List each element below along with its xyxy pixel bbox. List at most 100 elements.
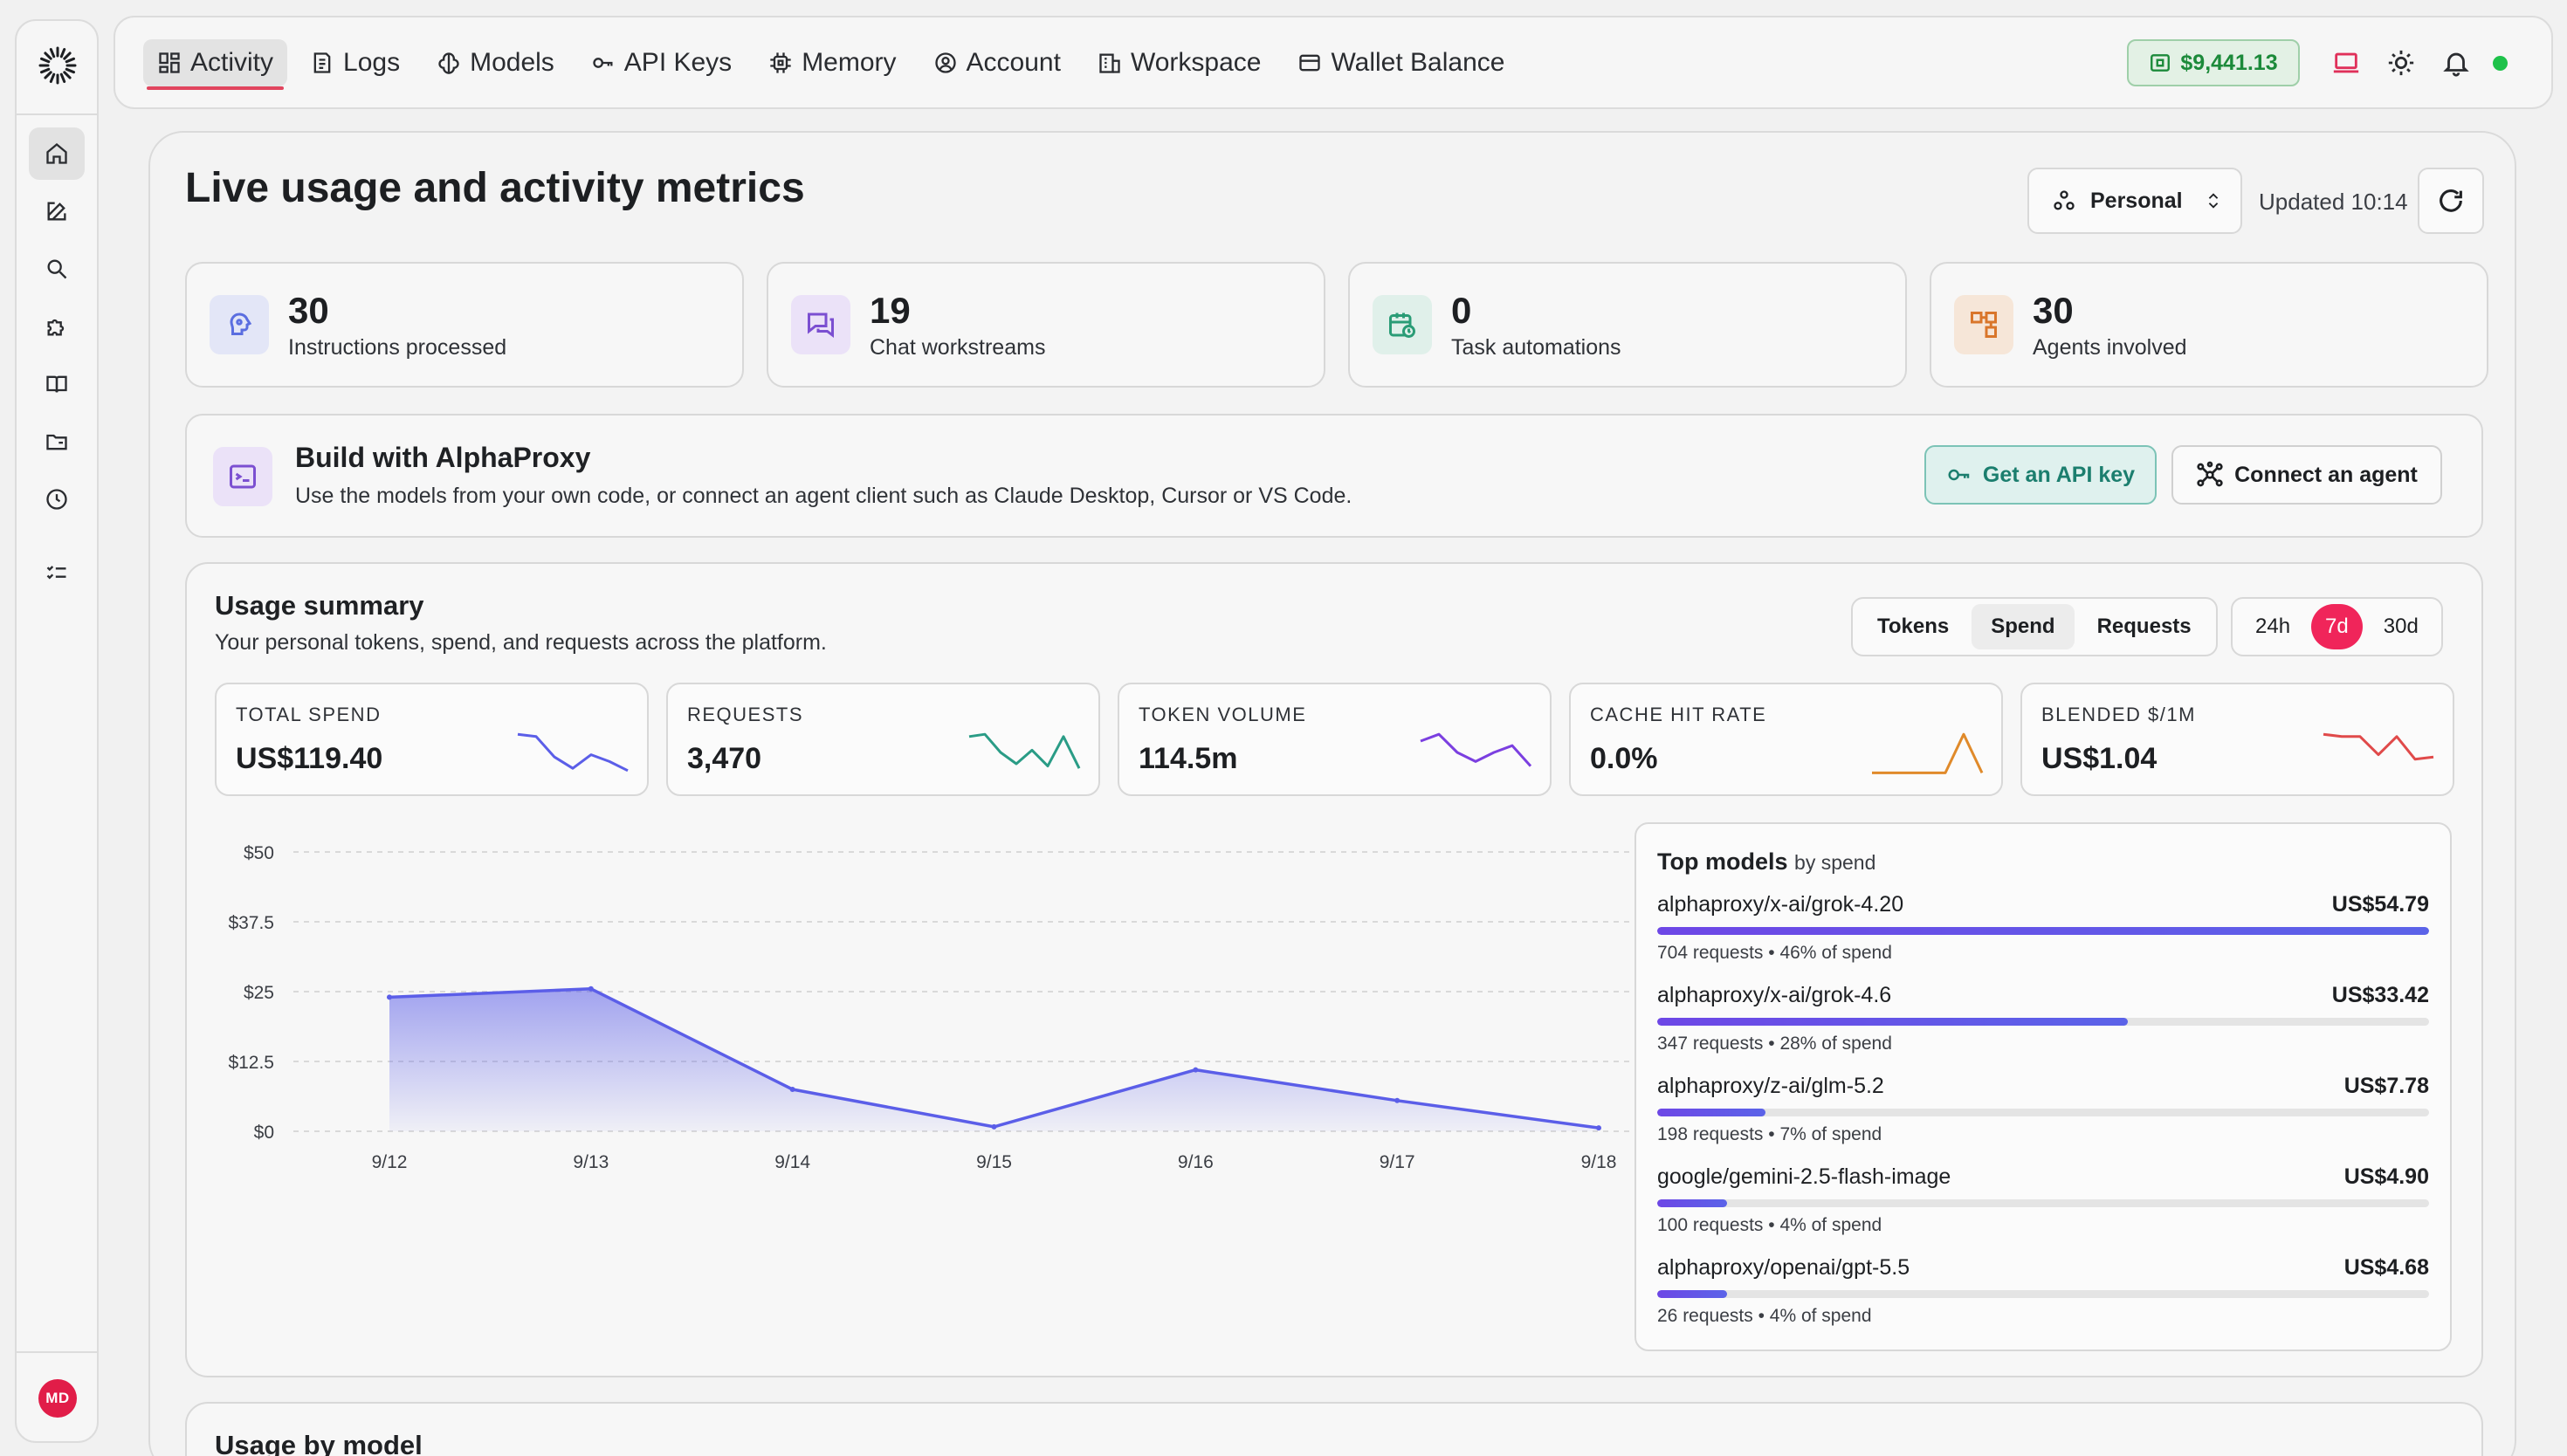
sidebar-item-files[interactable] <box>29 416 85 468</box>
sidebar-item-home[interactable] <box>29 127 85 180</box>
x-tick-label: 9/16 <box>1178 1152 1214 1172</box>
data-point[interactable] <box>588 986 594 992</box>
top-model-row[interactable]: alphaproxy/x-ai/grok-4.6 US$33.42 347 re… <box>1657 983 2429 1074</box>
range-tab-24h[interactable]: 24h <box>2255 615 2291 638</box>
data-point[interactable] <box>1193 1067 1199 1073</box>
logs-icon <box>313 52 331 73</box>
tab-workspace[interactable]: Workspace <box>1084 39 1276 86</box>
checklist-icon <box>46 566 66 580</box>
tab-account[interactable]: Account <box>919 39 1075 86</box>
nav-tabs: Activity Logs Models API Keys Memory Acc… <box>143 39 1518 90</box>
metric-tab-tokens[interactable]: Tokens <box>1877 615 1950 638</box>
tab-logs[interactable]: Logs <box>296 39 414 86</box>
range-toggle: 24h 7d 30d <box>2231 597 2443 656</box>
model-share-fill <box>1657 1290 1727 1298</box>
brain-icon <box>210 295 269 354</box>
folder-icon <box>46 434 67 450</box>
top-model-row[interactable]: alphaproxy/x-ai/grok-4.20 US$54.79 704 r… <box>1657 892 2429 983</box>
y-tick-label: $50 <box>244 843 274 863</box>
wallet-balance-button[interactable]: $9,441.13 <box>2127 39 2300 86</box>
tab-models[interactable]: Models <box>423 39 568 86</box>
wallet-icon <box>2151 54 2171 72</box>
kpi-blended-cost: BLENDED $/1M US$1.04 <box>2020 683 2454 796</box>
metric-tab-requests[interactable]: Requests <box>2096 615 2192 638</box>
top-model-row[interactable]: alphaproxy/openai/gpt-5.5 US$4.68 26 req… <box>1657 1255 2429 1346</box>
sidebar-item-edit[interactable] <box>29 185 85 237</box>
sidebar-item-integrations[interactable] <box>29 300 85 353</box>
top-models-title: Top models <box>1657 848 1788 875</box>
metric-tab-spend[interactable]: Spend <box>1972 604 2075 649</box>
model-name: alphaproxy/openai/gpt-5.5 <box>1657 1255 1910 1280</box>
build-description: Use the models from your own code, or co… <box>295 484 1352 508</box>
home-icon <box>46 142 67 164</box>
sidebar-item-tasks[interactable] <box>29 546 85 599</box>
device-button[interactable] <box>2331 48 2361 78</box>
stat-label: Chat workstreams <box>870 335 1046 360</box>
usage-by-model-card: Usage by model <box>185 1402 2483 1456</box>
model-share-fill <box>1657 927 2429 935</box>
key-icon <box>1948 469 1970 481</box>
model-amount: US$4.90 <box>2343 1164 2429 1189</box>
model-meta: 704 requests • 46% of spend <box>1657 943 1892 963</box>
sidebar-item-history[interactable] <box>29 473 85 525</box>
top-model-row[interactable]: alphaproxy/z-ai/glm-5.2 US$7.78 198 requ… <box>1657 1074 2429 1164</box>
tab-memory[interactable]: Memory <box>754 39 910 86</box>
puzzle-icon <box>47 319 65 336</box>
x-tick-label: 9/13 <box>573 1152 609 1172</box>
stat-card-chats: 19 Chat workstreams <box>767 262 1325 388</box>
range-tab-7d[interactable]: 7d <box>2311 604 2363 649</box>
data-point[interactable] <box>1596 1125 1601 1131</box>
avatar[interactable]: MD <box>38 1379 77 1418</box>
kpi-label: TOKEN VOLUME <box>1139 704 1307 725</box>
top-models-heading: Top models by spend <box>1657 848 1875 876</box>
sidebar-divider <box>17 1351 97 1353</box>
data-point[interactable] <box>789 1087 795 1092</box>
kpi-label: BLENDED $/1M <box>2041 704 2196 725</box>
tab-activity[interactable]: Activity <box>143 39 288 90</box>
x-tick-label: 9/17 <box>1380 1152 1415 1172</box>
model-share-bar <box>1657 1018 2429 1026</box>
tab-label: API Keys <box>623 48 733 77</box>
usage-by-model-title: Usage by model <box>215 1430 423 1456</box>
refresh-button[interactable] <box>2418 168 2484 234</box>
x-tick-label: 9/14 <box>774 1152 810 1172</box>
network-icon <box>2197 461 2223 487</box>
sparkline <box>1872 732 1984 774</box>
notifications-button[interactable] <box>2441 48 2471 78</box>
model-share-fill <box>1657 1018 2129 1026</box>
tab-api-keys[interactable]: API Keys <box>577 39 746 86</box>
stat-label: Instructions processed <box>288 335 507 360</box>
terminal-icon <box>213 447 272 506</box>
y-tick-label: $25 <box>244 983 274 1003</box>
theme-toggle[interactable] <box>2386 48 2416 78</box>
wallet-amount: $9,441.13 <box>2180 50 2278 75</box>
scope-select[interactable]: Personal <box>2027 168 2242 234</box>
data-point[interactable] <box>387 994 392 1000</box>
kpi-label: TOTAL SPEND <box>236 704 382 725</box>
key-icon <box>593 58 613 68</box>
range-tab-30d[interactable]: 30d <box>2383 615 2419 638</box>
kpi-total-spend: TOTAL SPEND US$119.40 <box>215 683 649 796</box>
stat-card-automations: 0 Task automations <box>1348 262 1907 388</box>
sidebar-item-search[interactable] <box>29 243 85 295</box>
scope-value: Personal <box>2090 188 2183 213</box>
kpi-value: US$119.40 <box>236 742 383 775</box>
kpi-cache-hit-rate: CACHE HIT RATE 0.0% <box>1569 683 2003 796</box>
y-tick-label: $37.5 <box>228 913 274 933</box>
sidebar-item-docs[interactable] <box>29 358 85 410</box>
model-share-bar <box>1657 927 2429 935</box>
data-point[interactable] <box>1394 1097 1400 1103</box>
tab-wallet-balance[interactable]: Wallet Balance <box>1284 39 1518 86</box>
data-point[interactable] <box>991 1123 997 1130</box>
sparkline-path <box>2323 732 2434 761</box>
get-api-key-button[interactable]: Get an API key <box>1924 445 2157 505</box>
tab-label: Memory <box>802 48 897 77</box>
sidebar-divider <box>17 113 97 115</box>
connect-agent-button[interactable]: Connect an agent <box>2171 445 2442 505</box>
sparkline-path <box>517 732 629 773</box>
top-model-row[interactable]: google/gemini-2.5-flash-image US$4.90 10… <box>1657 1164 2429 1255</box>
tab-label: Wallet Balance <box>1331 48 1505 77</box>
app-logo[interactable] <box>36 44 79 87</box>
tab-label: Activity <box>190 48 274 77</box>
usage-summary-card: Usage summary Your personal tokens, spen… <box>185 562 2483 1377</box>
